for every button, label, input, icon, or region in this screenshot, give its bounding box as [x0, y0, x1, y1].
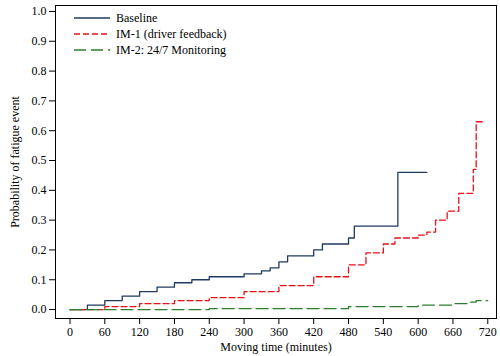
svg-text:0.7: 0.7 [32, 94, 47, 108]
svg-text:Probability of fatigue event: Probability of fatigue event [8, 96, 22, 228]
svg-text:0.0: 0.0 [32, 302, 47, 316]
svg-text:0.8: 0.8 [32, 64, 47, 78]
svg-text:360: 360 [270, 325, 288, 339]
html-text:Baseline: Baseline [116, 11, 158, 25]
svg-text:540: 540 [374, 325, 392, 339]
svg-text:660: 660 [444, 325, 462, 339]
svg-text:0.9: 0.9 [32, 34, 47, 48]
svg-text:600: 600 [409, 325, 427, 339]
svg-text:180: 180 [165, 325, 183, 339]
svg-text:0.3: 0.3 [32, 213, 47, 227]
svg-text:120: 120 [131, 325, 149, 339]
svg-text:300: 300 [235, 325, 253, 339]
svg-text:1.0: 1.0 [32, 4, 47, 18]
svg-text:480: 480 [340, 325, 358, 339]
svg-text:0.5: 0.5 [32, 153, 47, 167]
svg-text:0.2: 0.2 [32, 243, 47, 257]
svg-text:60: 60 [99, 325, 111, 339]
html-text:IM-1 (driver feedback): IM-1 (driver feedback) [116, 27, 227, 41]
svg-text:0: 0 [67, 325, 73, 339]
svg-text:0.6: 0.6 [32, 124, 47, 138]
svg-text:240: 240 [200, 325, 218, 339]
html-text:IM-2: 24/7 Monitoring: IM-2: 24/7 Monitoring [116, 43, 226, 57]
svg-text:420: 420 [305, 325, 323, 339]
svg-text:720: 720 [479, 325, 497, 339]
svg-text:0.4: 0.4 [32, 183, 47, 197]
svg-text:0.1: 0.1 [32, 273, 47, 287]
svg-text:Moving time (minutes): Moving time (minutes) [220, 340, 331, 354]
